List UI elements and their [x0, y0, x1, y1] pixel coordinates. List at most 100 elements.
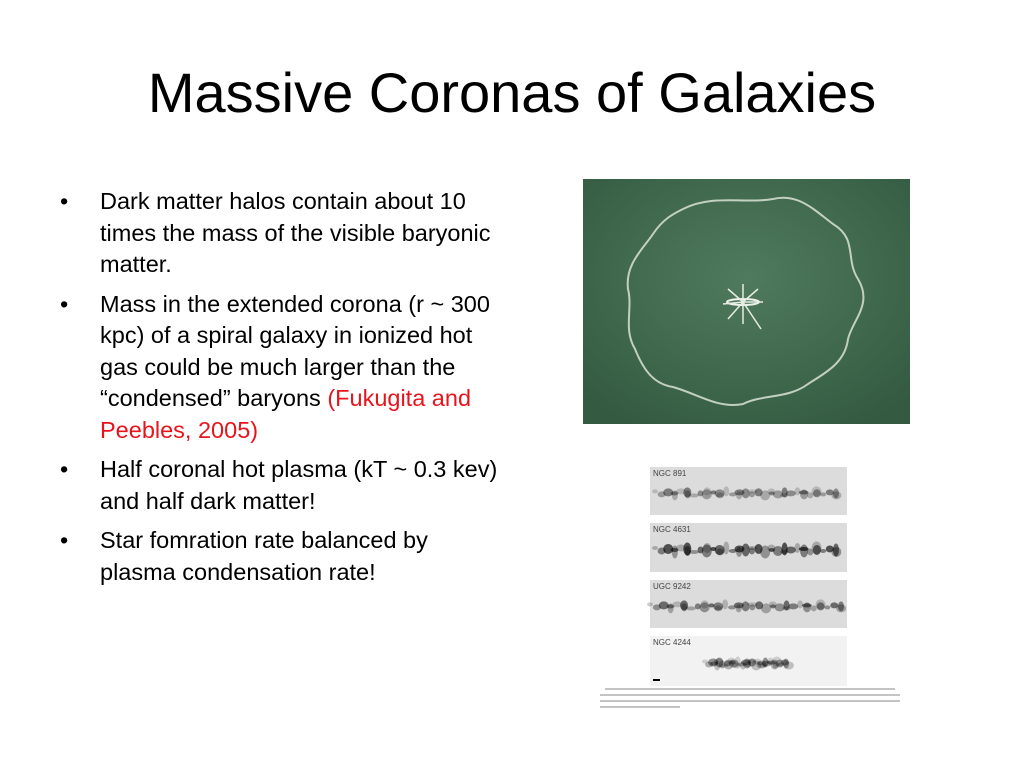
galaxy-blob: [688, 493, 699, 498]
galaxy-blob: [811, 541, 822, 555]
bullet-text: Half coronal hot plasma (kT ~ 0.3 kev) a…: [100, 456, 498, 514]
galaxy-blob: [762, 657, 769, 668]
galaxy-blob: [781, 542, 788, 556]
galaxy-blob: [729, 660, 736, 665]
galaxy-blob: [714, 544, 725, 555]
galaxy-strip: [650, 636, 847, 686]
galaxy-blob: [774, 603, 785, 612]
galaxy-blob: [699, 602, 710, 613]
galaxy-blob: [824, 605, 831, 610]
galaxy-blob: [801, 603, 812, 608]
citation: (Fukugita and Peebles, 2005): [100, 385, 472, 443]
galaxy-blob: [751, 660, 762, 671]
galaxy-label: NGC 891: [653, 469, 687, 478]
bullet: Half coronal hot plasma (kT ~ 0.3 kev) a…: [60, 454, 500, 517]
galaxy-blob: [838, 601, 844, 612]
galaxy-blob: [680, 600, 689, 611]
galaxy-blob: [761, 660, 772, 667]
galaxy-blob: [732, 662, 741, 669]
galaxy-blob: [702, 659, 708, 664]
galaxy-blob: [797, 600, 804, 609]
galaxy-blob: [815, 599, 826, 610]
galaxy-blob: [754, 488, 763, 497]
galaxy-label: UGC 9242: [653, 582, 691, 591]
galaxy-blob: [775, 659, 784, 668]
galaxy-blob: [769, 604, 776, 609]
galaxy-blob: [785, 546, 796, 554]
galaxy-blob: [670, 547, 679, 552]
galaxy-blob: [747, 602, 758, 607]
galaxy-blob: [807, 548, 814, 556]
bullet-text: Star fomration rate balanced by plasma c…: [100, 527, 428, 585]
bullet: Dark matter halos contain about 10 times…: [60, 186, 500, 281]
galaxy-blob: [701, 544, 712, 558]
galaxy-blob: [740, 659, 751, 666]
galaxy-blob: [756, 660, 767, 669]
galaxy-blob: [748, 491, 755, 498]
galaxy-blob: [800, 544, 809, 558]
galaxy-blob: [768, 547, 775, 552]
galaxy-blob: [833, 543, 839, 557]
galaxy-blob: [798, 490, 809, 495]
galaxy-blob: [753, 658, 762, 665]
galaxy-blob: [734, 656, 741, 667]
galaxy-blob: [714, 489, 725, 498]
bullet: Star fomration rate balanced by plasma c…: [60, 525, 500, 588]
galaxy-blob: [749, 604, 756, 611]
galaxy-blob: [754, 543, 763, 554]
galaxy-images: NGC 891 NGC 4631 UGC 9242 NGC 4244: [600, 467, 900, 708]
galaxy-blob: [714, 605, 723, 612]
bullet-text: Mass in the extended corona (r ~ 300 kpc…: [100, 290, 490, 412]
galaxy-blob: [727, 605, 736, 610]
galaxy-blob: [773, 490, 783, 499]
galaxy-strip: [650, 467, 847, 515]
galaxy-blob: [708, 603, 715, 608]
galaxy-blob: [657, 491, 666, 498]
galaxy-blob: [825, 489, 834, 496]
galaxy-blob: [734, 489, 745, 496]
galaxy-blob: [713, 602, 724, 611]
galaxy-blob: [684, 490, 691, 499]
galaxy-blob: [760, 490, 771, 501]
galaxy-blob: [830, 602, 839, 609]
galaxy-blob: [676, 488, 687, 495]
galaxy-blob: [794, 487, 801, 496]
galaxy-blob: [825, 545, 834, 553]
galaxy-blob: [663, 543, 674, 554]
galaxy-blob: [755, 601, 764, 610]
galaxy-blob: [713, 658, 724, 665]
galaxy-blob: [816, 602, 825, 611]
galaxy-label: NGC 4244: [653, 638, 691, 647]
galaxy-blob: [739, 661, 746, 670]
galaxy-blob: [715, 657, 724, 668]
galaxy-blob: [766, 660, 777, 665]
galaxy-blob: [767, 488, 776, 495]
caption-lines: [600, 688, 900, 708]
galaxy-blob: [723, 541, 730, 555]
arrows: [722, 284, 763, 330]
galaxy-blob: [723, 659, 734, 670]
galaxy-blob: [807, 492, 814, 499]
galaxy-blob: [741, 601, 750, 612]
galaxy-blob: [727, 657, 736, 666]
galaxy-blob: [810, 605, 817, 612]
galaxy-blob: [760, 545, 771, 559]
galaxy-blob: [745, 661, 752, 668]
galaxy-blob: [723, 486, 730, 497]
galaxy-blob: [736, 546, 743, 557]
galaxy-blob: [800, 489, 809, 500]
galaxy-blob: [836, 604, 847, 613]
galaxy-blob: [742, 658, 751, 669]
bullet-list: Dark matter halos contain about 10 times…: [60, 186, 500, 596]
galaxy-blob: [652, 489, 658, 494]
galaxy-blob: [783, 600, 790, 611]
galaxy-blob: [811, 486, 822, 497]
galaxy-blob: [770, 659, 779, 670]
galaxy-blob: [812, 489, 821, 498]
galaxy-blob: [703, 487, 712, 496]
galaxy-blob: [782, 606, 791, 611]
galaxy-blob: [772, 662, 779, 669]
galaxy-blob: [718, 663, 729, 668]
galaxy-blob: [761, 603, 772, 614]
galaxy-blob: [798, 546, 809, 551]
